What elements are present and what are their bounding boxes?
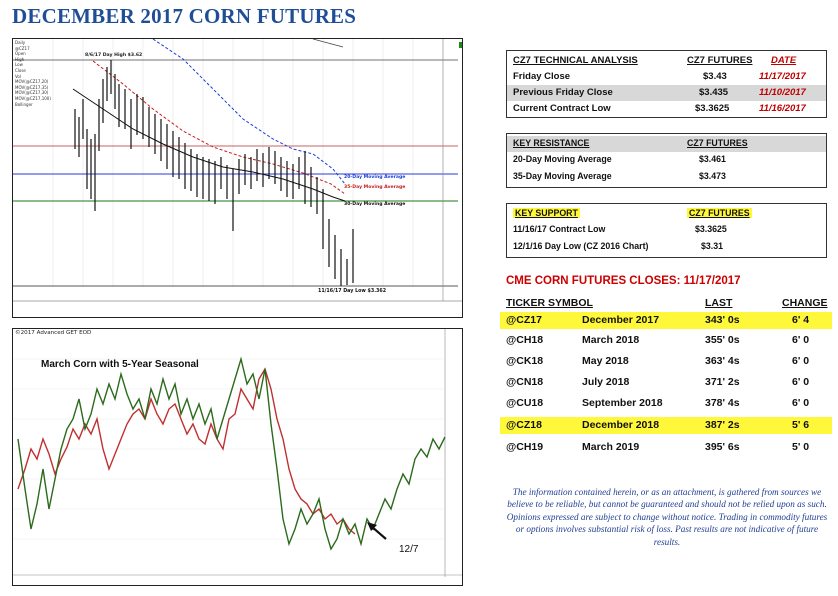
table-row: @CN18 July 2018 371' 2s 6' 0 [506, 376, 810, 388]
table-row: @CZ18 December 2018 387' 2s 5' 6 [500, 417, 832, 434]
ma30-line [72, 88, 346, 202]
table-row: @CH19 March 2019 395' 6s 5' 0 [506, 441, 810, 453]
table-row: 12/1/16 Day Low (CZ 2016 Chart) $3.31 [513, 241, 724, 251]
table-row: 11/16/17 Contract Low $3.3625 [513, 224, 727, 234]
price-chart-svg [13, 39, 462, 317]
page-title: DECEMBER 2017 CORN FUTURES [12, 4, 357, 28]
ma30-label: 30-Day Moving Average [344, 202, 406, 207]
contract-low-label: 11/16/17 Day Low $3.362 [318, 289, 387, 294]
table-header-row: KEY RESISTANCE CZ7 FUTURES [507, 136, 826, 152]
table-row: Previous Friday Close $3.435 11/10/2017 [507, 85, 826, 101]
table-row: @CZ17 December 2017 343' 0s 6' 4 [500, 312, 832, 329]
seasonal-chart: ©2017 Advanced GET EOD March Corn with 5… [12, 328, 463, 586]
seasonal-title: March Corn with 5-Year Seasonal [41, 359, 199, 370]
ma35-label: 35-Day Moving Average [344, 185, 406, 190]
table-row: Current Contract Low $3.3625 11/16/2017 [513, 103, 806, 114]
price-chart: Daily @CZ17 Open High Low Close Vol MOV(@CZ1… [12, 38, 463, 318]
closes-title: CME CORN FUTURES CLOSES: 11/17/2017 [506, 275, 741, 287]
table-row: 20-Day Moving Average $3.461 [513, 154, 726, 164]
price-series [17, 367, 356, 535]
chart-source: ©2017 Advanced GET EOD [15, 330, 92, 336]
closes-table: TICKER SYMBOL LAST CHANGE @CZ17 December… [500, 295, 832, 465]
arrow-icon [367, 522, 377, 531]
table-row: @CK18 May 2018 363' 4s 6' 0 [506, 355, 810, 367]
ohlc-bars [74, 60, 354, 286]
chart-legend: Daily @CZ17 Open High Low Close Vol MOV(@CZ1… [15, 40, 51, 107]
seasonal-chart-svg [13, 329, 462, 585]
day-high-label: 8/6/17 Day High $3.62 [85, 53, 143, 58]
table-header-row: CZ7 TECHNICAL ANALYSIS CZ7 FUTURES DATE [513, 55, 797, 66]
disclaimer: The information contained herein, or as … [506, 487, 828, 547]
ma20-label: 20-Day Moving Average [344, 175, 406, 180]
table-header-row: TICKER SYMBOL LAST CHANGE [506, 297, 828, 309]
table-row: 35-Day Moving Average $3.473 [513, 171, 726, 181]
table-row: Friday Close $3.43 11/17/2017 [513, 71, 806, 82]
table-header-row: KEY SUPPORT CZ7 FUTURES [513, 208, 752, 218]
table-row: @CH18 March 2018 355' 0s 6' 0 [506, 334, 810, 346]
technical-analysis-table: CZ7 TECHNICAL ANALYSIS CZ7 FUTURES DATE … [506, 50, 827, 118]
date-marker: 12/7 [399, 544, 419, 555]
key-resistance-table: KEY RESISTANCE CZ7 FUTURES 20-Day Moving… [506, 133, 827, 188]
table-row: @CU18 September 2018 378' 4s 6' 0 [506, 397, 810, 409]
key-support-table: KEY SUPPORT CZ7 FUTURES 11/16/17 Contrac… [506, 203, 827, 258]
ma20-line [152, 39, 346, 185]
